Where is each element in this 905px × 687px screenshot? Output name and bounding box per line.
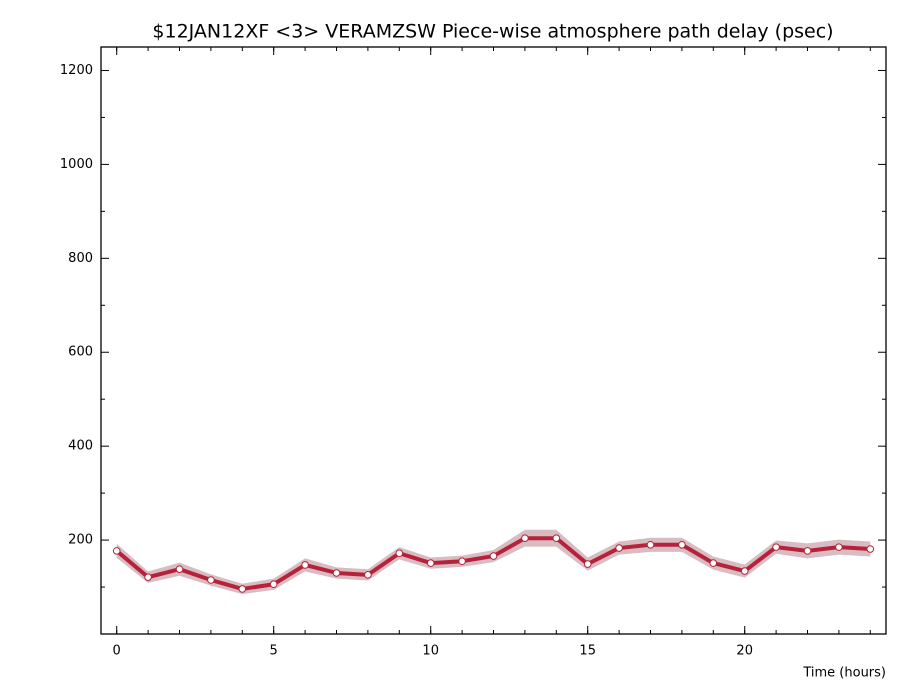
y-tick-label: 800: [68, 251, 93, 266]
point: [458, 557, 466, 566]
x-tick-label: 5: [270, 644, 278, 659]
point: [207, 576, 215, 584]
point: [521, 534, 529, 543]
y-tick-label: 400: [68, 439, 93, 454]
x-axis-label: Time (hours): [802, 666, 886, 681]
point: [175, 565, 184, 573]
point: [866, 545, 875, 553]
point: [803, 547, 812, 555]
point: [269, 580, 278, 589]
point: [552, 534, 561, 543]
point: [835, 543, 843, 551]
point: [583, 560, 592, 568]
y-tick-label: 1000: [60, 157, 93, 172]
x-tick-label: 15: [579, 644, 596, 659]
point: [772, 543, 780, 551]
point: [615, 544, 623, 552]
point: [238, 585, 247, 593]
point: [364, 571, 372, 579]
point: [489, 552, 498, 560]
point: [740, 567, 749, 575]
x-tick-label: 0: [113, 644, 121, 659]
point: [426, 559, 435, 567]
y-tick-label: 600: [68, 345, 93, 360]
x-tick-label: 10: [422, 644, 439, 659]
y-tick-label: 1200: [60, 63, 93, 78]
point: [112, 547, 121, 555]
x-tick-label: 20: [736, 644, 753, 659]
point: [395, 549, 404, 558]
point: [709, 559, 718, 567]
point: [646, 540, 655, 549]
y-tick-label: 200: [68, 533, 93, 548]
point: [678, 540, 686, 549]
point: [332, 569, 341, 577]
plot-frame: [100, 46, 887, 635]
point: [301, 561, 309, 569]
point: [144, 573, 152, 581]
chart-title: $12JAN12XF <3> VERAMZSW Piece-wise atmos…: [152, 21, 833, 43]
